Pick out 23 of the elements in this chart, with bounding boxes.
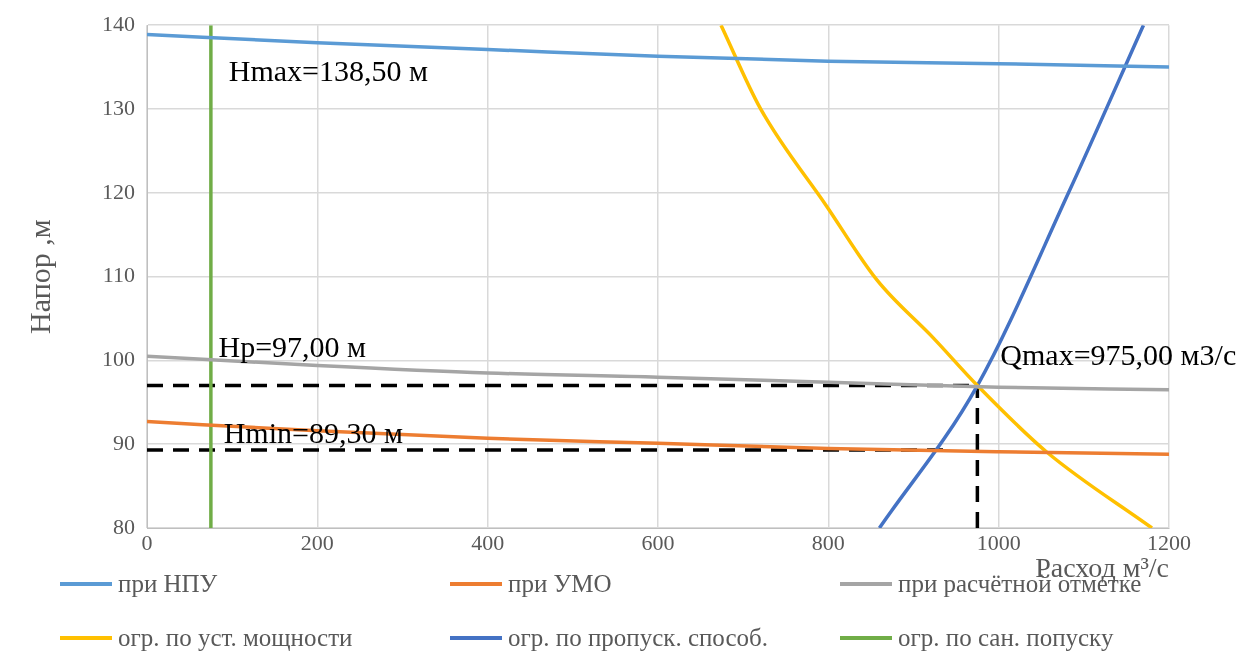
annotation: Hp=97,00 м xyxy=(218,330,367,364)
y-tick-label: 110 xyxy=(102,262,135,288)
x-tick-label: 1000 xyxy=(976,529,1021,555)
y-tick-label: 80 xyxy=(113,513,135,539)
x-tick-label: 800 xyxy=(811,529,845,555)
legend-label: огр. по пропуск. способ. xyxy=(508,624,769,652)
x-tick-label: 400 xyxy=(471,529,505,555)
x-tick-label: 200 xyxy=(300,529,334,555)
legend-label: огр. по сан. попуску xyxy=(898,624,1114,652)
legend-label: при УМО xyxy=(508,570,612,598)
y-tick-label: 100 xyxy=(102,346,135,372)
y-tick-label: 140 xyxy=(102,10,135,36)
y-tick-label: 90 xyxy=(113,429,135,455)
legend-label: огр. по уст. мощности xyxy=(118,624,353,652)
x-tick-label: 1200 xyxy=(1147,529,1191,555)
legend-label: при НПУ xyxy=(118,570,218,598)
annotation: Qmax=975,00 м3/с xyxy=(1000,337,1237,371)
annotation: Hmax=138,50 м xyxy=(228,53,428,87)
y-axis-title: Напор ,м xyxy=(22,219,56,334)
x-tick-label: 0 xyxy=(141,529,153,555)
x-tick-label: 600 xyxy=(641,529,675,555)
y-tick-label: 130 xyxy=(102,94,135,120)
y-tick-label: 120 xyxy=(102,178,135,204)
